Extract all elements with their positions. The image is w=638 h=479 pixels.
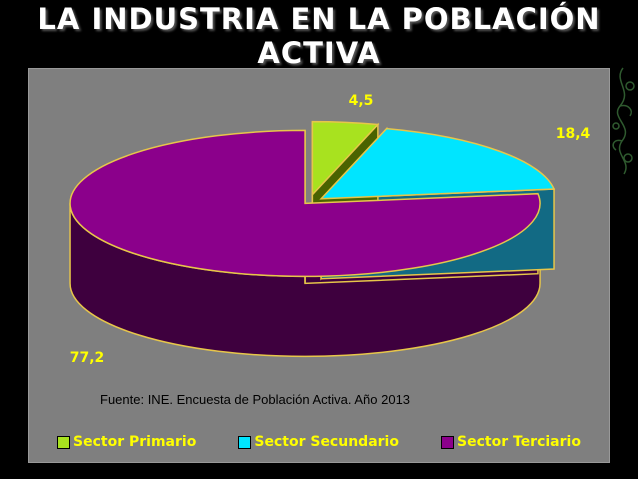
slide-title: LA INDUSTRIA EN LA POBLACIÓN ACTIVA <box>0 2 638 70</box>
chart-plot-area: 4,5 18,4 77,2 <box>28 68 610 463</box>
data-label-sector-primario: 4,5 <box>349 93 374 109</box>
pie-chart: 4,5 18,4 77,2 <box>69 93 591 366</box>
data-label-sector-terciario: 77,2 <box>70 350 105 366</box>
pie-slice-sector-terciario <box>69 129 541 278</box>
title-line-1: LA INDUSTRIA EN LA POBLACIÓN <box>37 2 601 36</box>
legend-swatch-terciario <box>441 435 455 449</box>
source-note: Fuente: INE. Encuesta de Población Activ… <box>100 392 411 407</box>
data-label-sector-secundario: 18,4 <box>556 126 591 142</box>
pie-slice-sector-secundario <box>319 127 556 200</box>
vine-decoration-icon <box>612 67 635 175</box>
pie-tops <box>69 120 556 278</box>
chart-legend: Sector Primario Sector Secundario Sector… <box>36 428 602 456</box>
legend-item-primario: Sector Primario <box>57 434 196 450</box>
legend-swatch-primario <box>57 435 71 449</box>
legend-label-terciario: Sector Terciario <box>457 434 581 450</box>
legend-item-secundario: Sector Secundario <box>238 434 399 450</box>
legend-item-terciario: Sector Terciario <box>441 434 581 450</box>
title-line-2: ACTIVA <box>257 36 381 70</box>
pie-slice-sector-primario <box>311 120 380 197</box>
legend-label-secundario: Sector Secundario <box>254 434 399 450</box>
legend-swatch-secundario <box>238 435 252 449</box>
legend-label-primario: Sector Primario <box>73 434 197 450</box>
